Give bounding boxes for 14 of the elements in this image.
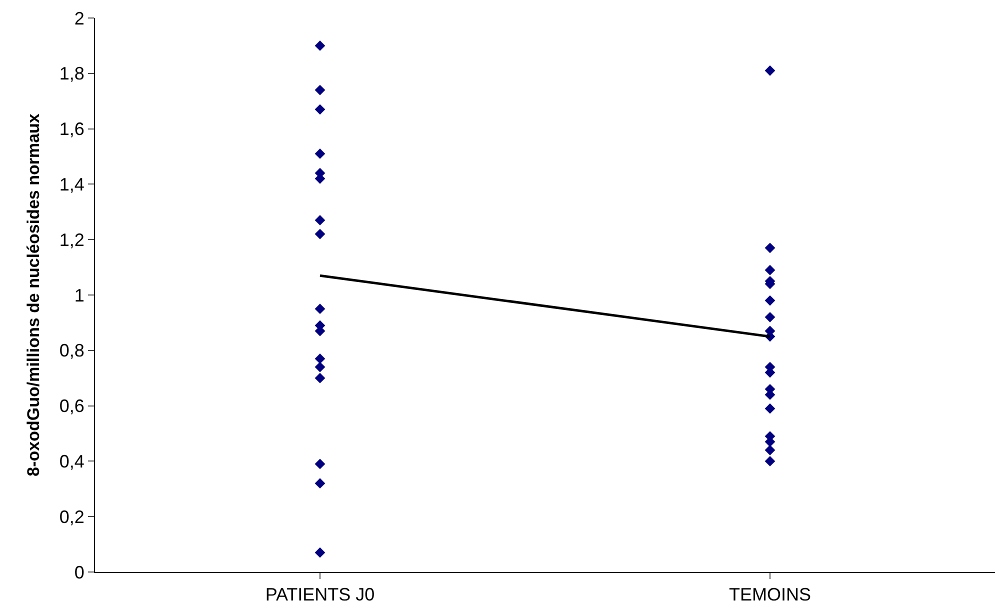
y-tick-label: 1,8 <box>59 64 84 84</box>
y-tick-label: 0,2 <box>59 506 84 527</box>
y-tick-label: 1,6 <box>59 119 84 140</box>
y-tick-label: 0 <box>74 562 84 582</box>
y-axis-title: 8-oxodGuo/millions de nucléosides normaux <box>24 113 43 476</box>
y-tick-label: 1,4 <box>59 174 84 194</box>
y-tick-label: 0,4 <box>59 452 84 472</box>
y-tick-label: 0,6 <box>59 396 84 416</box>
x-tick-label: PATIENTS J0 <box>265 584 375 605</box>
y-tick-label: 1 <box>74 285 84 306</box>
y-tick-label: 2 <box>74 8 84 28</box>
y-tick-label: 0,8 <box>59 340 84 361</box>
y-tick-label: 1,2 <box>59 230 84 250</box>
x-tick-label: TEMOINS <box>728 584 812 605</box>
